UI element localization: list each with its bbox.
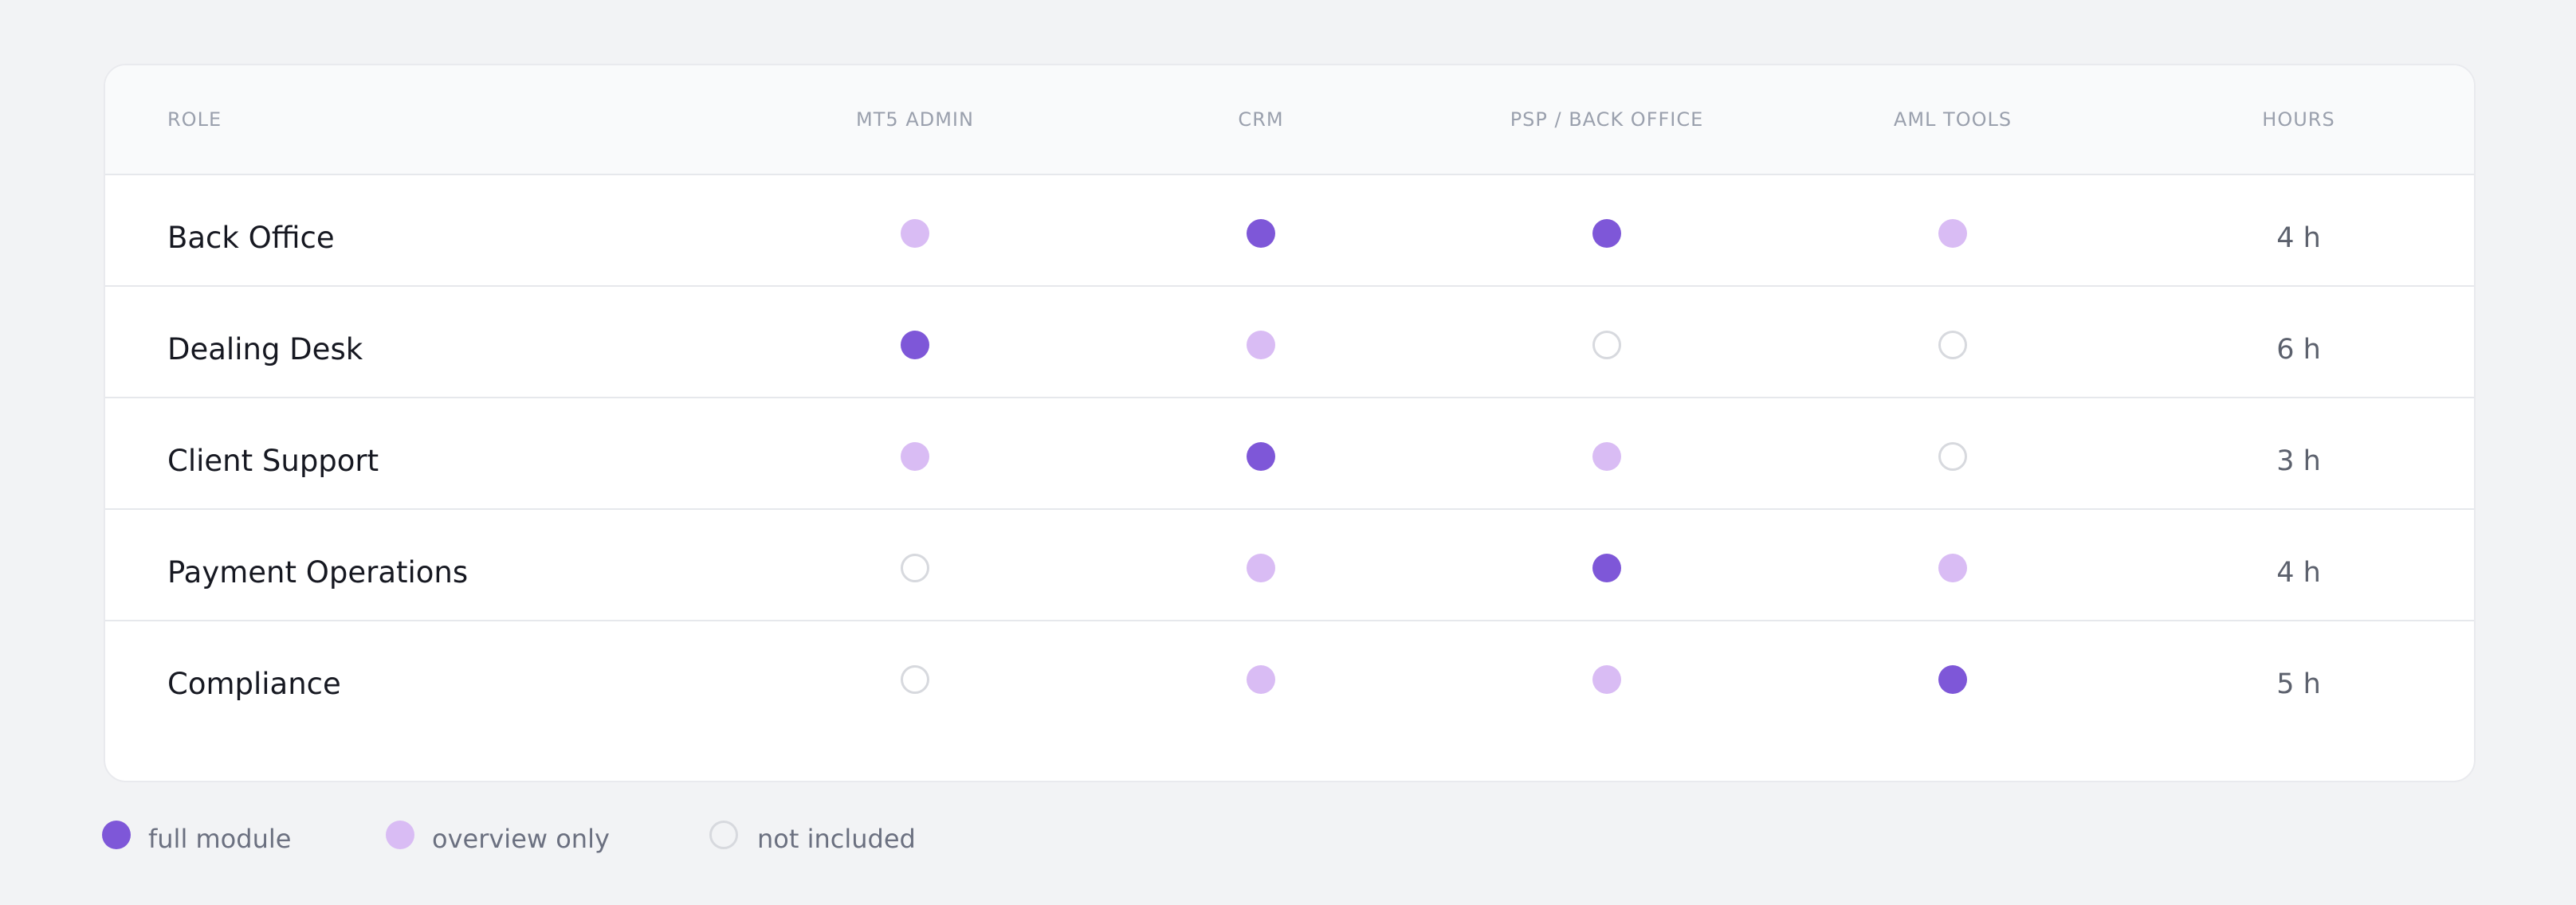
module-status-dot [1247, 219, 1275, 248]
table-row: Back Office 4 h [105, 174, 2474, 287]
hours-value: 4 h [2276, 557, 2321, 589]
role-name: Client Support [167, 444, 379, 478]
header-crm: CRM [1238, 108, 1284, 131]
module-status-dot [1938, 554, 1967, 582]
module-status-dot [901, 665, 929, 694]
module-status-dot [1247, 331, 1275, 359]
table-header: ROLE MT5 ADMIN CRM PSP / BACK OFFICE AML… [105, 65, 2474, 175]
module-status-dot [901, 442, 929, 471]
module-status-dot [1938, 665, 1967, 694]
legend-full-module-dot [102, 821, 131, 849]
hours-value: 5 h [2276, 668, 2321, 700]
module-status-dot [1592, 554, 1621, 582]
hours-value: 6 h [2276, 334, 2321, 366]
table-row: Client Support 3 h [105, 397, 2474, 510]
module-status-dot [901, 331, 929, 359]
training-matrix-card: ROLE MT5 ADMIN CRM PSP / BACK OFFICE AML… [104, 64, 2476, 782]
legend-full-module-label: full module [148, 824, 292, 854]
role-name: Back Office [167, 221, 335, 255]
legend-overview-only-label: overview only [432, 824, 610, 854]
legend-overview-only-dot [386, 821, 414, 849]
module-status-dot [1592, 665, 1621, 694]
table-row: Compliance 5 h [105, 620, 2474, 731]
module-status-dot [1247, 442, 1275, 471]
module-status-dot [1938, 331, 1967, 359]
legend-not-included-dot [709, 821, 738, 849]
module-status-dot [1592, 331, 1621, 359]
module-status-dot [1247, 554, 1275, 582]
module-status-dot [1592, 219, 1621, 248]
module-status-dot [1592, 442, 1621, 471]
header-psp-back-office: PSP / BACK OFFICE [1510, 108, 1704, 131]
module-status-dot [901, 219, 929, 248]
module-status-dot [1938, 219, 1967, 248]
role-name: Compliance [167, 667, 341, 701]
header-mt5-admin: MT5 ADMIN [856, 108, 974, 131]
header-aml-tools: AML TOOLS [1893, 108, 2012, 131]
module-status-dot [1247, 665, 1275, 694]
hours-value: 4 h [2276, 222, 2321, 254]
table-row: Dealing Desk 6 h [105, 285, 2474, 398]
module-status-dot [901, 554, 929, 582]
role-name: Payment Operations [167, 555, 469, 590]
header-role: ROLE [167, 108, 222, 131]
legend-not-included-label: not included [757, 824, 916, 854]
header-hours: HOURS [2262, 108, 2335, 131]
table-row: Payment Operations 4 h [105, 508, 2474, 621]
hours-value: 3 h [2276, 445, 2321, 477]
role-name: Dealing Desk [167, 332, 363, 366]
module-status-dot [1938, 442, 1967, 471]
